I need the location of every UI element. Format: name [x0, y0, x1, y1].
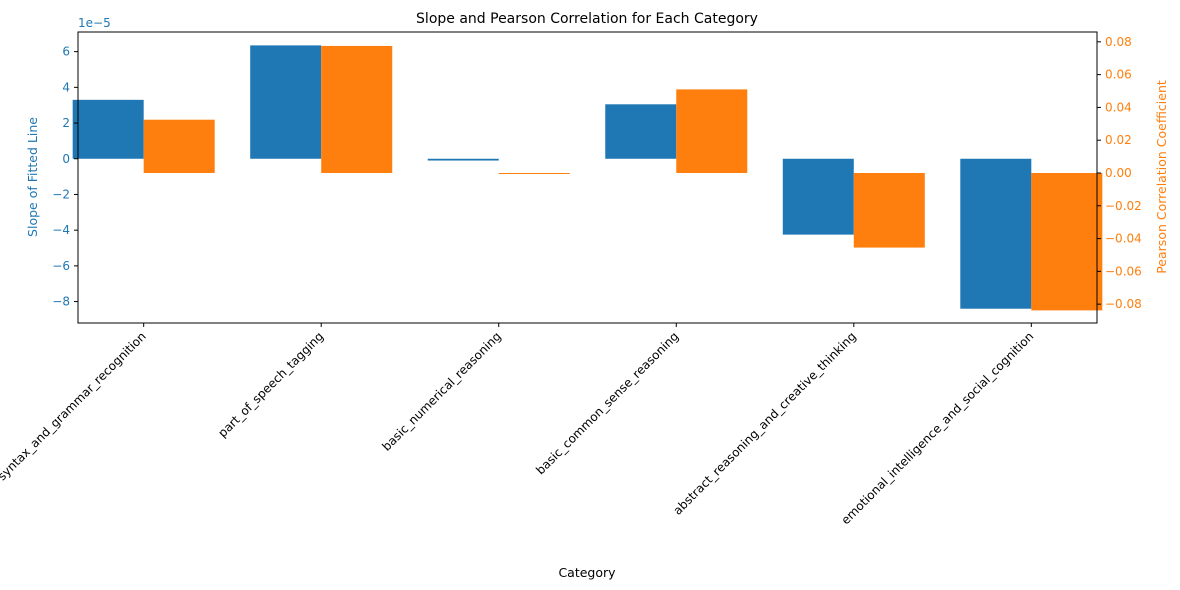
x-tick-label: syntax_and_grammar_recognition [0, 329, 149, 483]
slope-bar [960, 158, 1032, 309]
slope-bar [782, 158, 854, 235]
right-tick-label: −0.08 [1105, 297, 1142, 311]
left-tick-label: −4 [52, 223, 70, 237]
x-tick-label: part_of_speech_tagging [215, 329, 326, 440]
left-tick-label: −8 [52, 295, 70, 309]
right-tick-label: −0.06 [1105, 264, 1142, 278]
x-axis-ticks: syntax_and_grammar_recognition part_of_sp… [0, 323, 1036, 527]
right-axis-ticks: 0.08 0.06 0.04 0.02 0.00 −0.02 −0.04 −0.06 −0.08 [1097, 35, 1142, 311]
right-tick-label: 0.08 [1105, 35, 1132, 49]
pearson-bars [143, 45, 1103, 311]
x-tick-label: emotional_intelligence_and_social_cognit… [838, 329, 1036, 527]
right-tick-label: 0.02 [1105, 133, 1132, 147]
right-axis-label: Pearson Correlation Coefficient [1154, 80, 1169, 274]
slope-bar [72, 99, 144, 159]
x-tick-label: abstract_reasoning_and_creative_thinking [670, 329, 858, 517]
slope-bar [605, 104, 677, 159]
left-tick-label: 0 [62, 152, 70, 166]
left-tick-label: −2 [52, 187, 70, 201]
left-tick-label: 2 [62, 116, 70, 130]
right-tick-label: −0.02 [1105, 199, 1142, 213]
pearson-bar [321, 45, 393, 173]
x-tick-label: basic_common_sense_reasoning [533, 329, 681, 477]
left-axis-offset-text: 1e−5 [78, 16, 111, 30]
pearson-bar [1031, 172, 1103, 311]
left-tick-label: 4 [62, 80, 70, 94]
pearson-bar [853, 172, 925, 248]
pearson-bar [143, 119, 215, 173]
pearson-bar [676, 89, 748, 173]
pearson-bar [498, 172, 570, 174]
left-axis-ticks: 6 4 2 0 −2 −4 −6 −8 [52, 45, 78, 309]
slope-bar [427, 158, 499, 161]
right-tick-label: −0.04 [1105, 232, 1142, 246]
left-tick-label: 6 [62, 45, 70, 59]
slope-bars [72, 45, 1032, 309]
slope-bar [250, 45, 322, 159]
right-tick-label: 0.00 [1105, 166, 1132, 180]
left-tick-label: −6 [52, 259, 70, 273]
right-tick-label: 0.06 [1105, 68, 1132, 82]
x-tick-label: basic_numerical_reasoning [379, 329, 504, 454]
x-axis-label: Category [558, 565, 616, 580]
chart-title: Slope and Pearson Correlation for Each C… [416, 11, 758, 27]
plot-frame [77, 31, 1098, 324]
right-tick-label: 0.04 [1105, 100, 1132, 114]
left-axis-label: Slope of Fitted Line [25, 117, 40, 237]
